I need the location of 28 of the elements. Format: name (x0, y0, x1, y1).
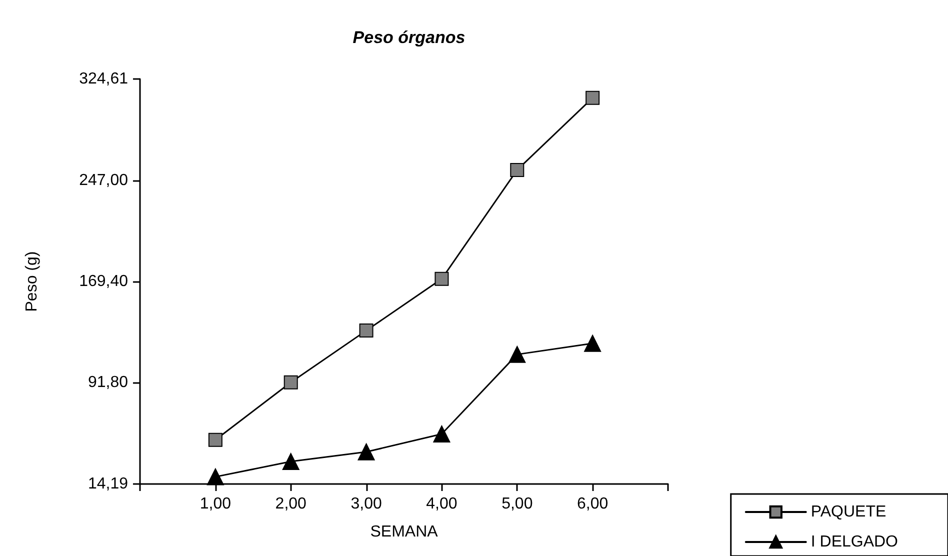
point (510, 162, 524, 177)
legend-label: I DELGADO (810, 534, 898, 550)
y-axis-title: Peso (g) (24, 251, 40, 312)
y-tick-label: 91,80 (88, 374, 128, 392)
y-tick-label: 324,61 (79, 70, 128, 88)
x-tick-label: 6,00 (577, 496, 608, 512)
point (586, 90, 600, 105)
x-tick-label: 4,00 (426, 496, 458, 512)
y-tick-label: 247,00 (79, 172, 128, 189)
point (508, 346, 526, 363)
point (284, 375, 298, 390)
point (208, 432, 222, 447)
chart-title: Peso órganos (352, 28, 466, 47)
point (434, 272, 449, 286)
point (584, 334, 602, 352)
point (433, 426, 450, 443)
point (359, 324, 374, 338)
y-tick-label: 14,19 (88, 476, 128, 492)
x-axis-title: SEMANA (370, 524, 438, 540)
x-tick-label: 2,00 (275, 496, 307, 512)
point (206, 468, 224, 486)
x-tick-label: 3,00 (350, 496, 382, 512)
point (282, 453, 300, 470)
legend-label: PAQUETE (810, 504, 886, 520)
y-tick-label: 169,40 (79, 273, 128, 290)
x-tick-label: 5,00 (502, 496, 533, 512)
point (358, 443, 375, 460)
x-tick-label: 1,00 (200, 496, 232, 512)
